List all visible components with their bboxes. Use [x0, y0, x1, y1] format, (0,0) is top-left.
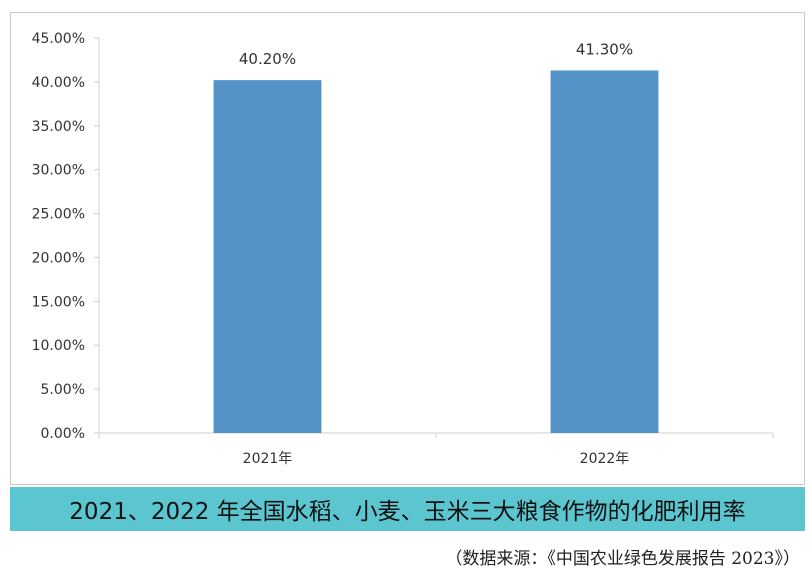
y-tick-label: 5.00%	[41, 382, 85, 398]
chart-title: 2021、2022 年全国水稻、小麦、玉米三大粮食作物的化肥利用率	[69, 499, 746, 525]
x-tick-label: 2022年	[580, 451, 630, 467]
data-label: 40.20%	[239, 50, 296, 68]
y-tick-label: 35.00%	[32, 119, 85, 135]
y-tick-label: 30.00%	[32, 163, 85, 179]
chart-title-bar: 2021、2022 年全国水稻、小麦、玉米三大粮食作物的化肥利用率	[10, 487, 805, 531]
y-tick-label: 45.00%	[32, 31, 85, 47]
bar	[550, 70, 659, 433]
y-tick-label: 40.00%	[32, 75, 85, 91]
y-tick-label: 10.00%	[32, 338, 85, 354]
x-tick-label: 2021年	[243, 451, 293, 467]
y-axis: 0.00% 5.00% 10.00% 15.00% 20.00% 25.00% 30.00%…	[32, 31, 100, 442]
y-tick-label: 20.00%	[32, 250, 85, 266]
chart-frame: 0.00% 5.00% 10.00% 15.00% 20.00% 25.00% 30.00%…	[10, 12, 805, 485]
bar	[213, 80, 322, 433]
bar-chart: 0.00% 5.00% 10.00% 15.00% 20.00% 25.00% 30.00%…	[32, 31, 774, 467]
data-label: 41.30%	[576, 40, 633, 58]
bars	[213, 70, 659, 433]
data-labels: 40.20% 41.30%	[239, 40, 633, 68]
y-tick-label: 0.00%	[41, 426, 85, 442]
x-axis: 2021年 2022年	[98, 432, 774, 467]
y-tick-label: 15.00%	[32, 294, 85, 310]
y-tick-label: 25.00%	[32, 207, 85, 223]
source-note: （数据来源：《中国农业绿色发展报告 2023》）	[445, 549, 800, 569]
